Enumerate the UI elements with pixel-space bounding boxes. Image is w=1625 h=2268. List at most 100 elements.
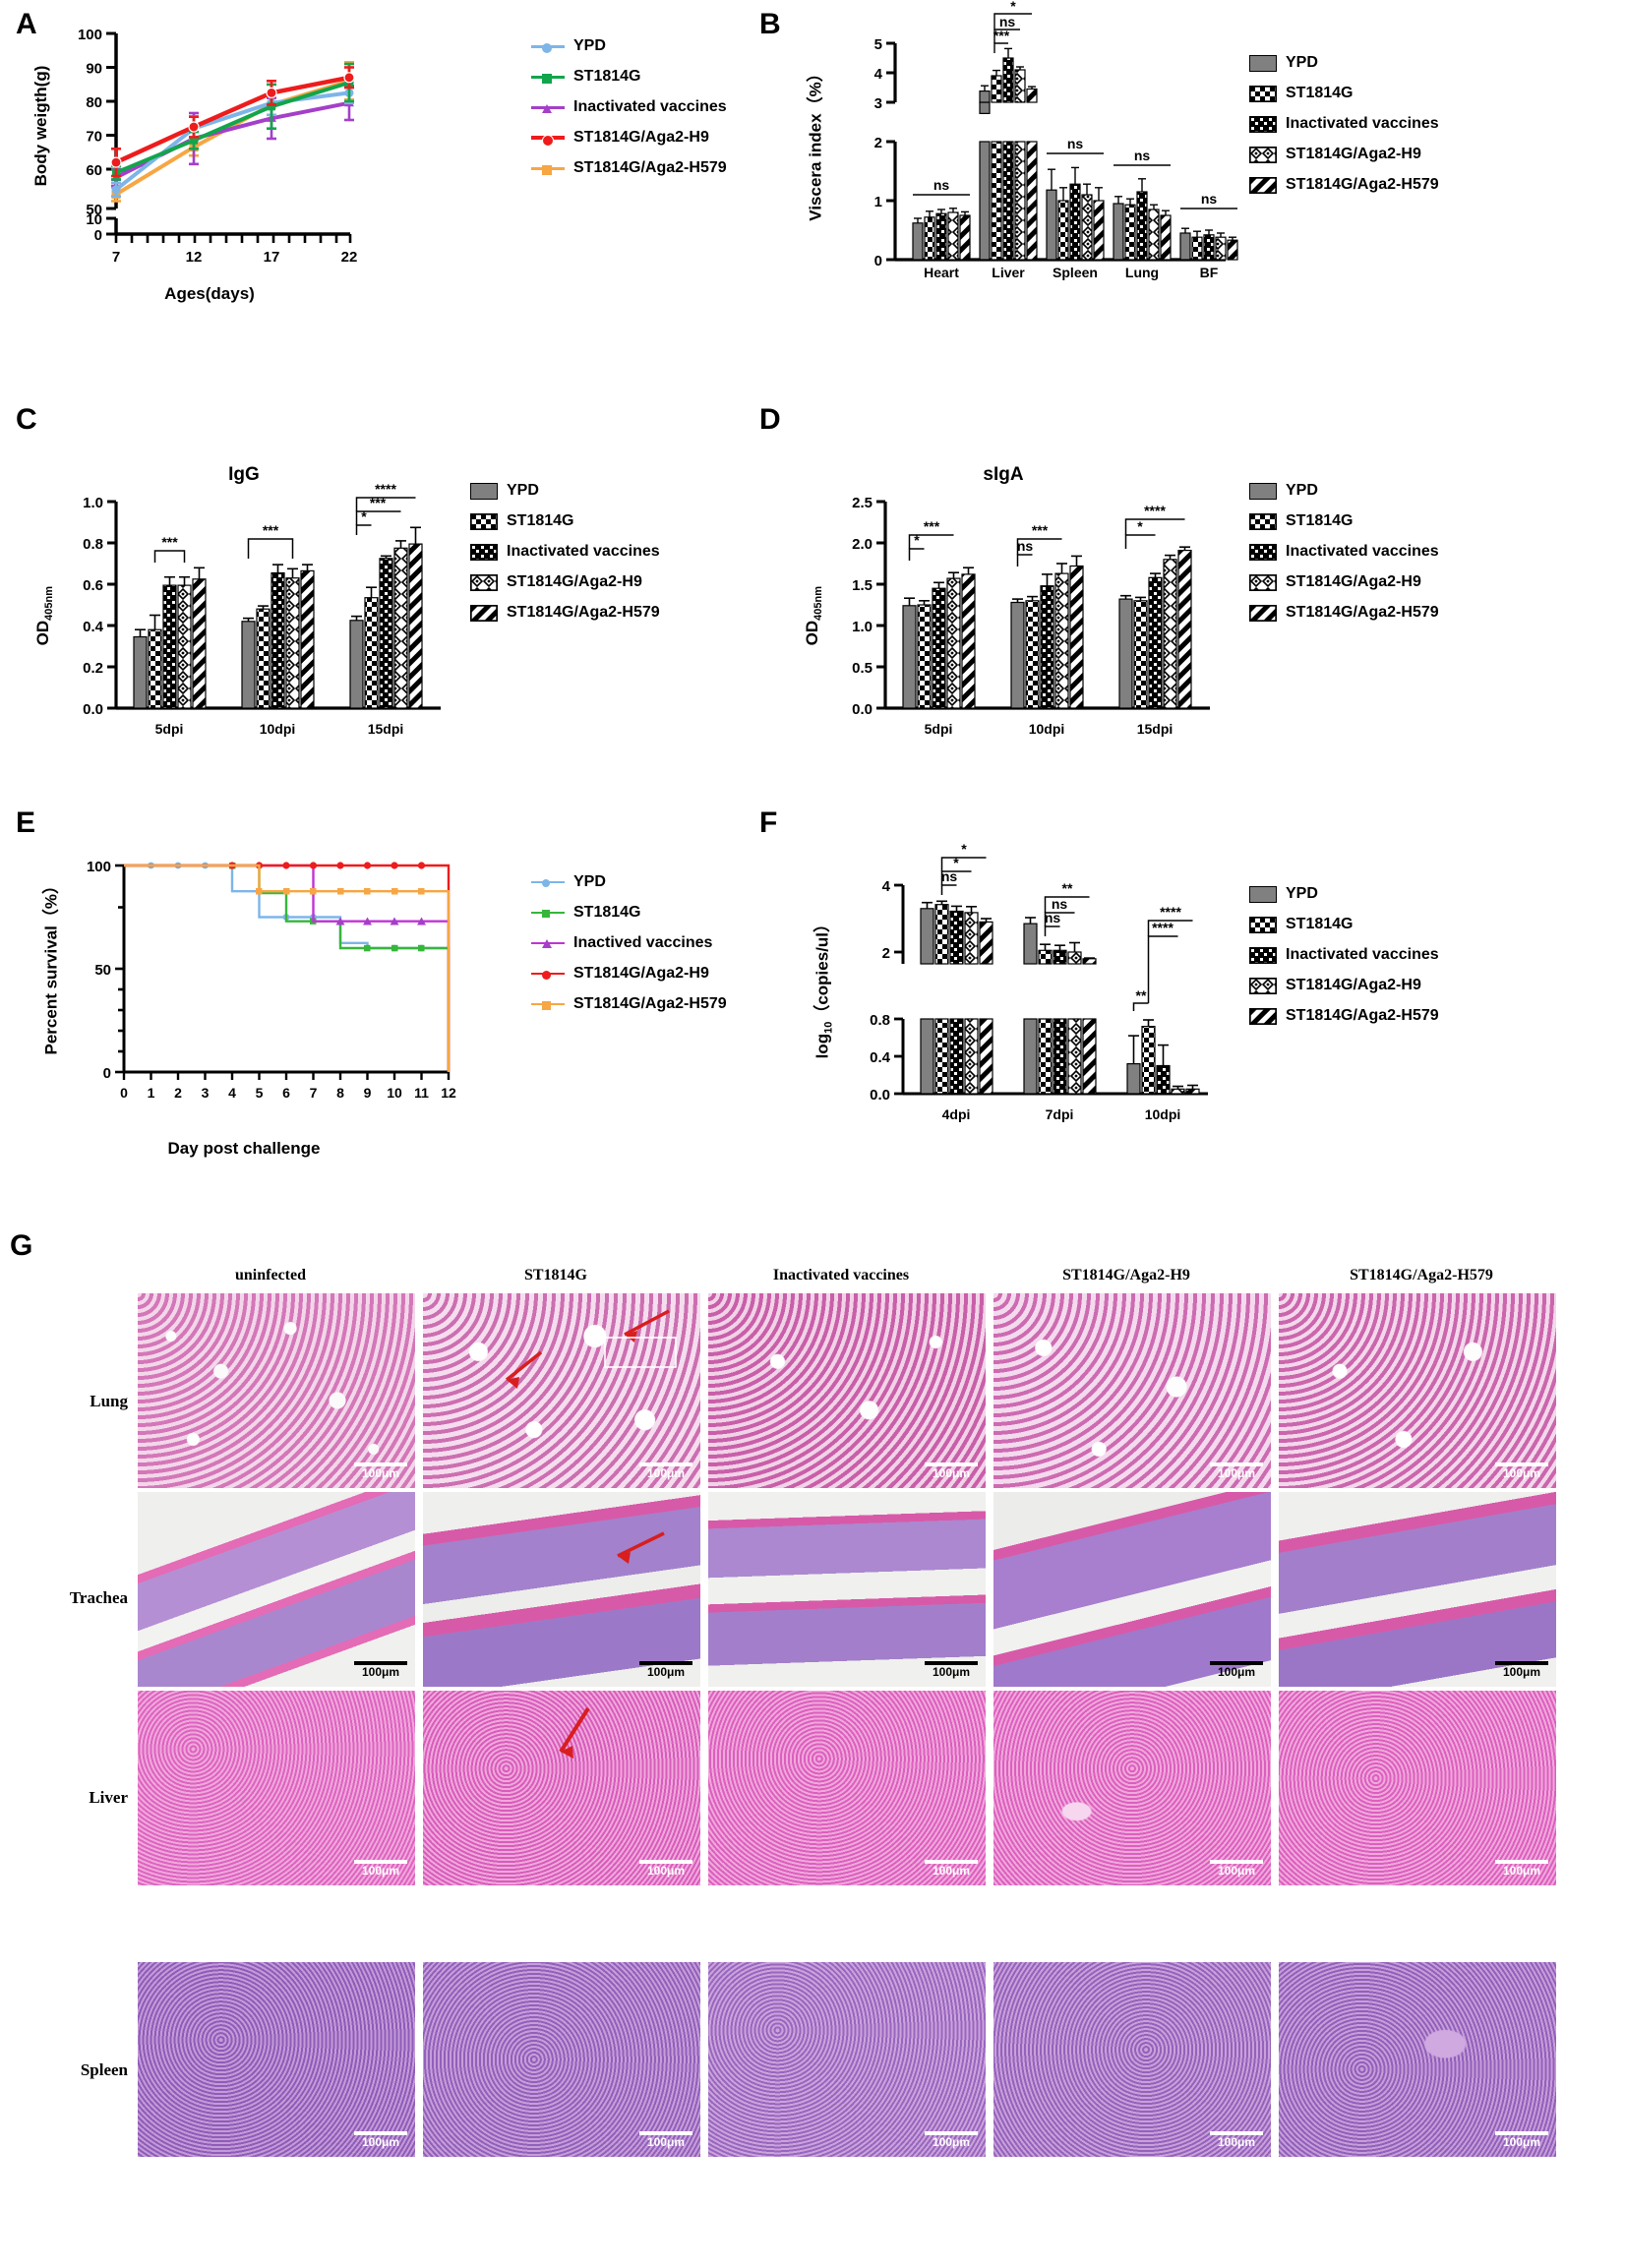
- bar-group-liver: [979, 141, 1038, 261]
- legend-swatch-checker: [1249, 512, 1277, 530]
- legend-item[interactable]: YPD: [531, 37, 727, 55]
- legend-label: ST1814G/Aga2-H579: [1286, 1007, 1439, 1024]
- row-label-spleen: Spleen: [80, 2060, 128, 2079]
- legend-item[interactable]: ST1814G/Aga2-H9: [1249, 573, 1439, 591]
- panel-d-legend: YPD ST1814G Inactivated vaccines ST1814G…: [1249, 482, 1439, 634]
- legend-item[interactable]: Inactivated vaccines: [470, 543, 660, 561]
- legend-line-h9: [531, 970, 565, 980]
- sig-annotation: **: [1136, 987, 1147, 1003]
- ylabel-rest: （copies/ul）: [812, 915, 832, 1022]
- scalebar: 100μm: [1495, 1661, 1548, 1679]
- legend-item[interactable]: YPD: [1249, 482, 1439, 500]
- legend-item[interactable]: YPD: [531, 873, 727, 891]
- legend-label: YPD: [507, 482, 539, 499]
- panel-d: D sIgA 2.5 2.0 1.5 1.0 0.5 0.0: [759, 403, 1328, 767]
- panel-a-ylabel: Body weigth(g): [31, 65, 50, 187]
- bar-group-4dpi: ns * *: [920, 841, 993, 1095]
- series-inactivated: [111, 85, 354, 188]
- legend-label: ST1814G/Aga2-H9: [573, 129, 709, 146]
- legend-item[interactable]: YPD: [1249, 54, 1439, 72]
- y-tick: 3: [874, 95, 882, 112]
- y-tick: 50: [94, 962, 111, 979]
- legend-label: Inactivated vaccines: [507, 543, 660, 560]
- legend-item[interactable]: Inactivated vaccines: [1249, 946, 1439, 964]
- y-tick: 80: [86, 94, 102, 111]
- legend-item[interactable]: ST1814G/Aga2-H9: [531, 129, 727, 147]
- scalebar: 100μm: [925, 1661, 978, 1679]
- legend-swatch-checker: [1249, 85, 1277, 102]
- x-tick: 7dpi: [1046, 1106, 1074, 1122]
- legend-label: Inactivated vaccines: [573, 98, 727, 115]
- legend-label: YPD: [1286, 482, 1318, 499]
- scalebar: 100μm: [354, 1661, 407, 1679]
- legend-item[interactable]: ST1814G/Aga2-H579: [1249, 604, 1439, 622]
- histology-trachea-inactivated: 100μm: [708, 1492, 986, 1687]
- legend-label: ST1814G: [1286, 916, 1354, 932]
- y-tick: 0.8: [870, 1012, 890, 1029]
- y-tick: 100: [87, 859, 111, 875]
- sig-annotation: *: [1137, 518, 1143, 534]
- panel-f-legend: YPD ST1814G Inactivated vaccines ST1814G…: [1249, 885, 1439, 1038]
- sig-annotation: ns: [1052, 896, 1068, 912]
- legend-swatch-diag: [470, 604, 498, 622]
- legend-item[interactable]: ST1814G: [1249, 916, 1439, 933]
- histology-lung-inactivated: 100μm: [708, 1293, 986, 1488]
- y-tick: 1.5: [852, 577, 873, 594]
- legend-item[interactable]: ST1814G/Aga2-H9: [470, 573, 660, 591]
- histology-lung-st1814g: 100μm: [423, 1293, 700, 1488]
- legend-item[interactable]: Inactivated vaccines: [1249, 543, 1439, 561]
- bar-group-bf: ns: [1179, 191, 1238, 261]
- panel-d-ylabel: OD405nm: [803, 542, 824, 689]
- scalebar: 100μm: [1210, 2131, 1263, 2149]
- series-h579: [124, 864, 451, 1072]
- legend-item[interactable]: ST1814G/Aga2-H579: [531, 159, 727, 177]
- x-tick: 2: [174, 1085, 182, 1101]
- legend-item[interactable]: ST1814G: [531, 904, 727, 922]
- legend-item[interactable]: ST1814G/Aga2-H579: [531, 995, 727, 1013]
- panel-f-label: F: [759, 806, 778, 839]
- sig-annotation: ns: [999, 14, 1016, 30]
- y-tick: 0: [94, 227, 102, 244]
- y-tick: 0.5: [852, 660, 873, 677]
- legend-item[interactable]: ST1814G/Aga2-H579: [470, 604, 660, 622]
- legend-item[interactable]: ST1814G: [470, 512, 660, 530]
- scalebar: 100μm: [354, 2131, 407, 2149]
- legend-item[interactable]: ST1814G/Aga2-H579: [1249, 1007, 1439, 1025]
- scalebar: 100μm: [1495, 1860, 1548, 1878]
- legend-item[interactable]: ST1814G/Aga2-H579: [1249, 176, 1439, 194]
- legend-label: YPD: [573, 37, 606, 54]
- x-tick: 22: [341, 249, 358, 266]
- legend-item[interactable]: Inactived vaccines: [531, 934, 727, 952]
- legend-item[interactable]: ST1814G/Aga2-H9: [1249, 146, 1439, 163]
- panel-e-ylabel: Percent survival（%）: [41, 877, 61, 1055]
- panel-a-label: A: [16, 8, 37, 40]
- sig-annotation: ***: [993, 28, 1010, 43]
- x-tick: 5: [256, 1085, 264, 1101]
- bar-group-liver-upper: *** ns *: [979, 0, 1038, 114]
- scalebar: 100μm: [1210, 1462, 1263, 1480]
- legend-item[interactable]: Inactivated vaccines: [531, 98, 727, 116]
- legend-item[interactable]: ST1814G: [1249, 512, 1439, 530]
- sig-annotation: ns: [1134, 148, 1151, 163]
- legend-item[interactable]: Inactivated vaccines: [1249, 115, 1439, 133]
- legend-item[interactable]: ST1814G/Aga2-H9: [531, 965, 727, 983]
- legend-item[interactable]: ST1814G/Aga2-H9: [1249, 977, 1439, 994]
- legend-label: Inactivated vaccines: [1286, 115, 1439, 132]
- legend-item[interactable]: YPD: [1249, 885, 1439, 903]
- y-tick: 1.0: [83, 495, 103, 511]
- x-tick: 10dpi: [1145, 1106, 1181, 1122]
- bar-group-7dpi: ns ns **: [1023, 880, 1097, 1095]
- legend-label: ST1814G/Aga2-H579: [1286, 176, 1439, 193]
- legend-item[interactable]: ST1814G: [1249, 85, 1439, 102]
- y-tick: 0: [103, 1065, 111, 1082]
- panel-e: E 100 50 0 0 1 2 3 4: [8, 806, 559, 1180]
- legend-item[interactable]: ST1814G: [531, 68, 727, 86]
- legend-label: ST1814G: [507, 512, 574, 529]
- legend-item[interactable]: YPD: [470, 482, 660, 500]
- legend-label: YPD: [1286, 885, 1318, 902]
- bar-group-5dpi: * ***: [902, 518, 976, 709]
- legend-label: ST1814G/Aga2-H579: [507, 604, 660, 621]
- histology-lung-h579: 100μm: [1279, 1293, 1556, 1488]
- x-tick: 1: [148, 1085, 155, 1101]
- sig-annotation: ***: [263, 522, 279, 538]
